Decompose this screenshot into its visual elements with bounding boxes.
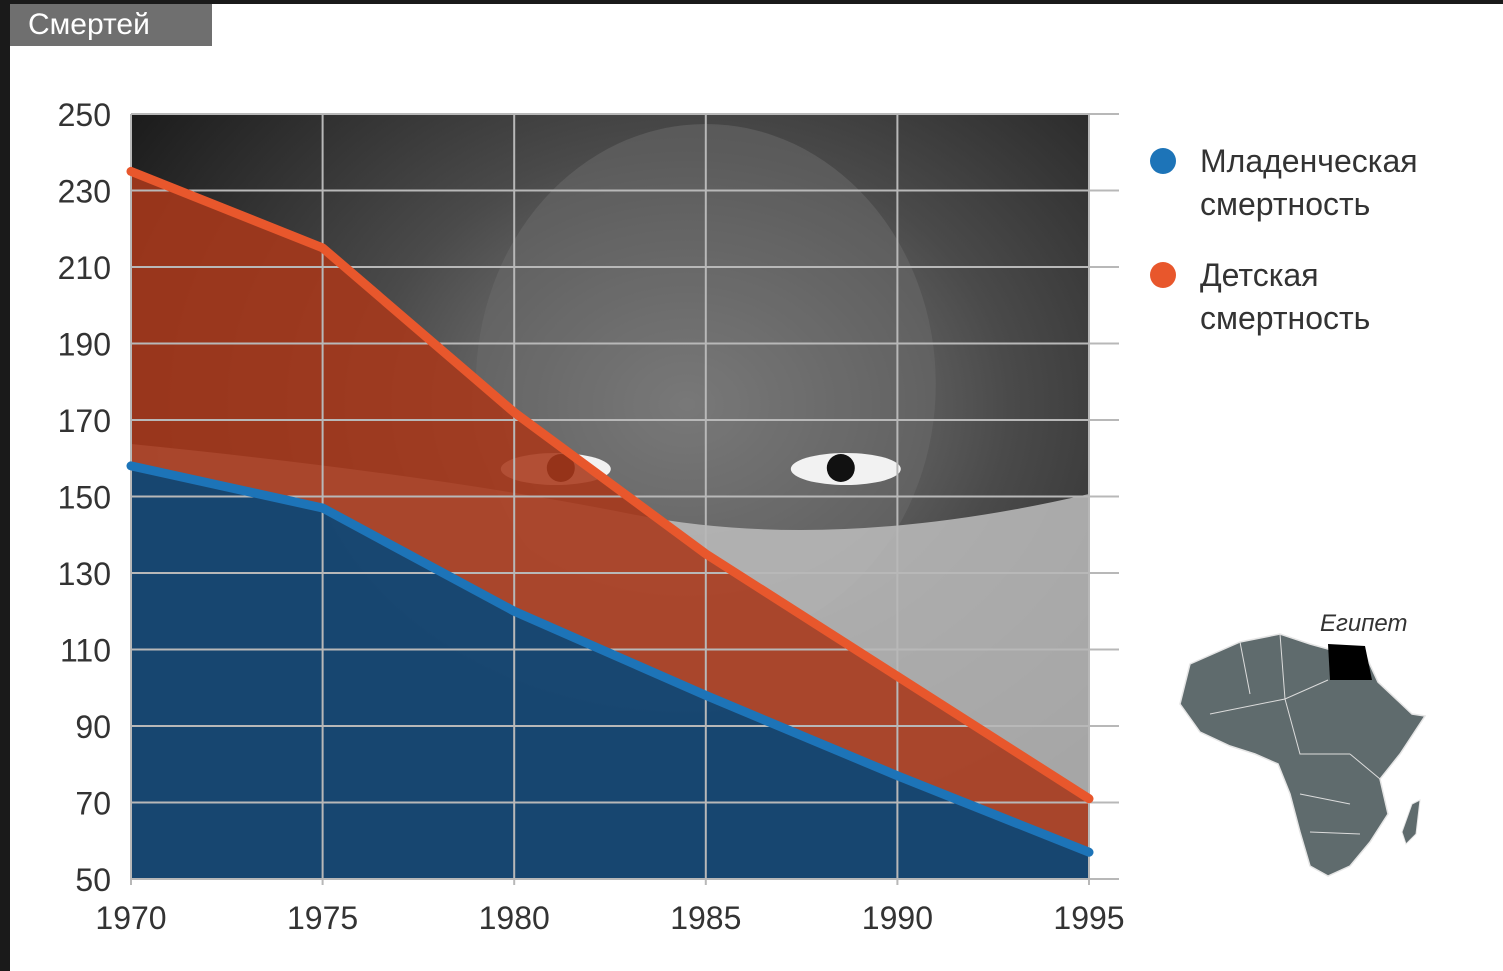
chart-figure: 50 70 90 110 130 150 170 190 210 230 250 1970 1975 1… (10, 4, 1503, 971)
y-tick-label: 90 (75, 709, 111, 745)
area-child-mortality (131, 171, 1089, 853)
y-tick-label: 190 (58, 327, 111, 363)
x-tick-label: 1970 (95, 900, 166, 936)
egypt-highlight (1328, 644, 1372, 680)
chart-svg: 50 70 90 110 130 150 170 190 210 230 250 1970 1975 1… (58, 97, 1125, 936)
y-tick-label: 110 (60, 633, 111, 669)
map-label-egypt: Египет (1320, 610, 1408, 637)
legend-dot-child (1150, 262, 1176, 288)
chart-title: Смертей (10, 4, 212, 46)
x-tick-label: 1985 (670, 900, 741, 936)
x-tick-label: 1995 (1053, 900, 1124, 936)
area-infant-mortality (131, 465, 1089, 879)
x-tick-label: 1980 (479, 900, 550, 936)
y-tick-label: 230 (58, 174, 111, 210)
africa-map (1179, 633, 1427, 877)
madagascar-shape (1401, 799, 1421, 845)
legend-item-child: Детская смертность (1150, 254, 1470, 340)
y-tick-label: 170 (58, 403, 111, 439)
y-tick-label: 150 (58, 480, 111, 516)
africa-continent-shape (1179, 633, 1427, 877)
y-tick-label: 250 (58, 97, 111, 133)
y-tick-label: 70 (75, 786, 111, 822)
y-tick-label: 130 (58, 556, 111, 592)
country-borders (1209, 633, 1381, 835)
series-line-infant-mortality (126, 461, 1094, 857)
y-tick-label: 50 (75, 862, 111, 898)
legend-label-infant: Младенческая смертность (1200, 143, 1418, 222)
y-tick-label: 210 (58, 250, 111, 286)
series-line-child-mortality (126, 166, 1094, 804)
x-tick-label: 1990 (862, 900, 933, 936)
legend-label-child: Детская смертность (1200, 257, 1371, 336)
legend-dot-infant (1150, 148, 1176, 174)
legend-item-infant: Младенческая смертность (1150, 140, 1470, 226)
x-tick-label: 1975 (287, 900, 358, 936)
